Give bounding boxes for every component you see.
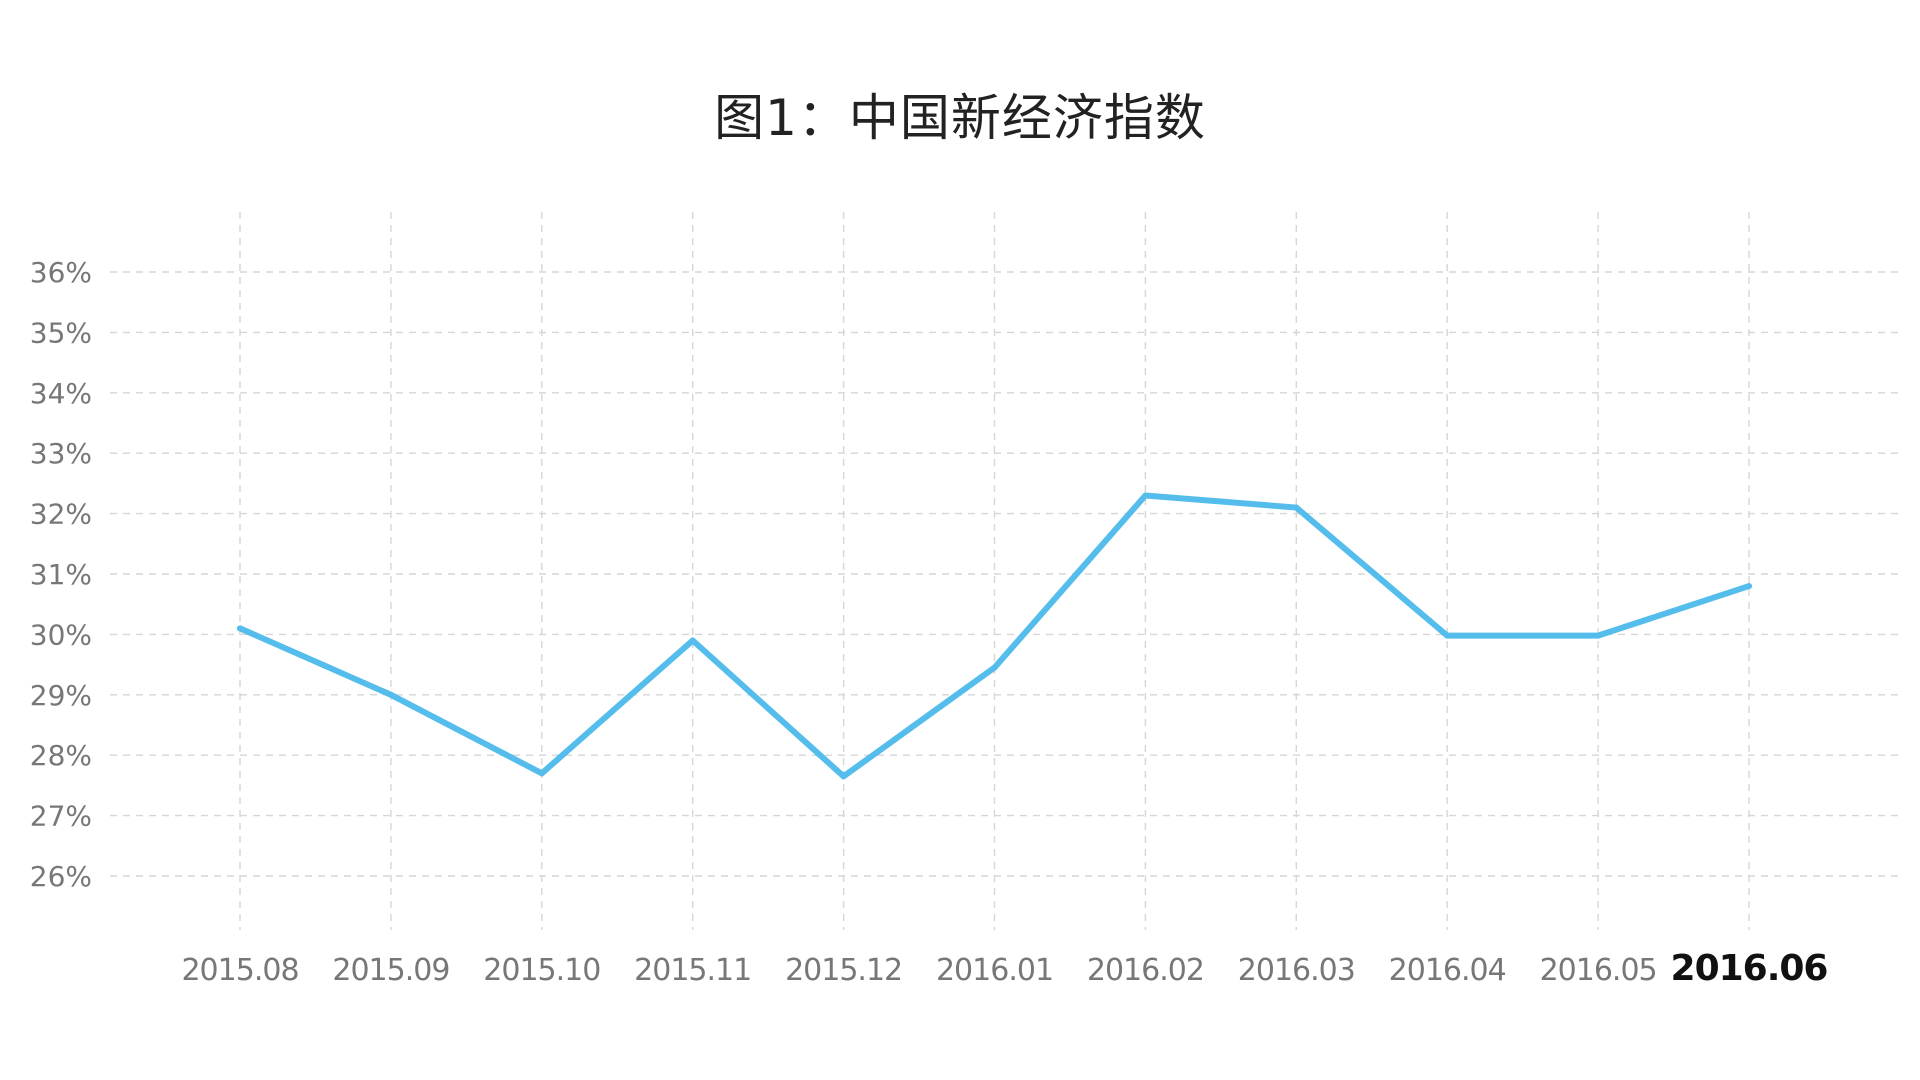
x-tick-label: 2016.02 — [1087, 953, 1204, 988]
y-tick-label: 35% — [30, 316, 92, 349]
y-axis-ticks: 26% 27% 28% 29% 30% 31% 32% 33% 34% 35% 36% — [30, 256, 92, 893]
x-tick-label: 2015.11 — [634, 953, 751, 988]
data-point — [387, 691, 394, 698]
grid — [110, 212, 1900, 930]
y-tick-label: 31% — [30, 558, 92, 591]
x-tick-label: 2015.09 — [332, 953, 449, 988]
x-tick-label: 2016.03 — [1238, 953, 1355, 988]
x-tick-label: 2016.06 — [1671, 948, 1828, 989]
data-point — [991, 664, 998, 671]
data-point — [538, 770, 545, 777]
x-tick-label: 2015.12 — [785, 953, 902, 988]
y-tick-label: 27% — [30, 800, 92, 833]
y-tick-label: 26% — [30, 860, 92, 893]
y-tick-label: 34% — [30, 377, 92, 410]
y-tick-label: 32% — [30, 498, 92, 531]
data-point — [840, 773, 847, 780]
y-tick-label: 29% — [30, 679, 92, 712]
y-tick-label: 33% — [30, 437, 92, 470]
data-point — [1444, 632, 1451, 639]
data-point — [237, 625, 243, 632]
chart-title: 图1：中国新经济指数 — [714, 89, 1206, 147]
y-tick-label: 30% — [30, 618, 92, 651]
data-point — [689, 637, 696, 644]
x-axis-ticks: 2015.08 2015.09 2015.10 2015.11 2015.12 2016.… — [181, 948, 1828, 989]
x-tick-label: 2016.01 — [936, 953, 1053, 988]
x-tick-label: 2015.08 — [181, 953, 298, 988]
data-point — [1293, 504, 1300, 511]
x-tick-label: 2016.05 — [1540, 953, 1657, 988]
series-layer — [237, 492, 1752, 780]
x-tick-label: 2015.10 — [483, 953, 600, 988]
x-tick-label: 2016.04 — [1389, 953, 1506, 988]
y-tick-label: 28% — [30, 739, 92, 772]
data-point — [1746, 583, 1752, 590]
data-point — [1595, 632, 1602, 639]
data-point — [1142, 492, 1149, 499]
y-tick-label: 36% — [30, 256, 92, 289]
